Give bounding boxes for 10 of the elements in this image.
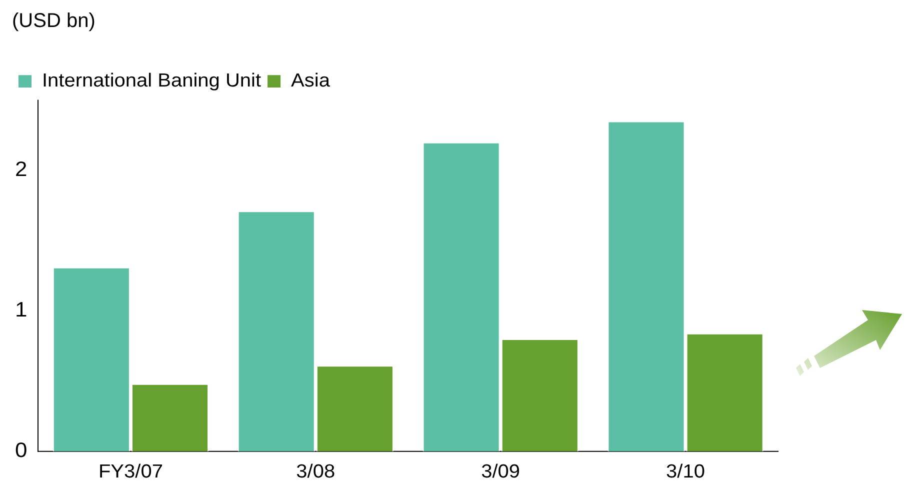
x-tick-label: 3/10	[666, 460, 706, 482]
y-tick-label: 1	[15, 298, 28, 322]
x-tick-label: FY3/07	[98, 460, 163, 482]
x-tick-label: 3/08	[296, 460, 336, 482]
x-tick-label: 3/09	[481, 460, 520, 482]
y-tick-label: 0	[15, 438, 28, 462]
y-tick-label: 2	[15, 158, 28, 182]
y-axis-title: (USD bn)	[12, 10, 96, 33]
legend-label: International Baning Unit	[42, 70, 262, 92]
legend-label: Asia	[291, 70, 330, 92]
